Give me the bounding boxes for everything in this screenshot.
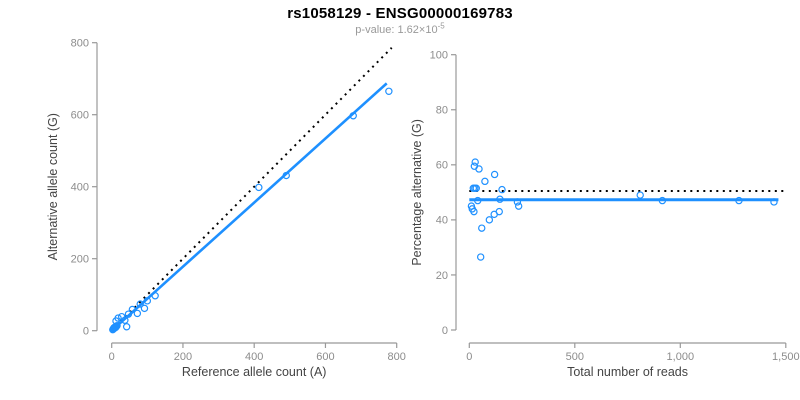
data-point bbox=[770, 198, 778, 206]
data-point bbox=[490, 170, 499, 179]
data-point bbox=[151, 292, 159, 300]
x-tick-label: 0 bbox=[466, 351, 472, 363]
data-point bbox=[255, 183, 263, 192]
x-tick-label: 800 bbox=[388, 351, 406, 363]
data-point bbox=[470, 207, 478, 216]
x-axis-title: Total number of reads bbox=[567, 365, 688, 379]
data-point bbox=[513, 198, 522, 206]
data-point bbox=[349, 112, 357, 120]
data-point bbox=[514, 202, 523, 210]
data-point bbox=[122, 323, 131, 331]
data-point bbox=[481, 177, 489, 186]
data-point bbox=[133, 309, 142, 318]
data-point bbox=[112, 322, 121, 331]
y-tick-label: 200 bbox=[71, 254, 89, 266]
data-point bbox=[282, 171, 290, 180]
y-tick-label: 600 bbox=[71, 110, 89, 122]
data-point bbox=[474, 196, 482, 205]
x-tick-label: 1,000 bbox=[667, 351, 695, 363]
x-tick-label: 0 bbox=[109, 351, 115, 363]
page-title: rs1058129 - ENSG00000169783 bbox=[287, 5, 513, 22]
data-point bbox=[114, 314, 122, 322]
reads-vs-percentage-panel: 0 20 40 60 80 100 0 500 1,000 1,500 Total number o… bbox=[410, 50, 800, 379]
data-point bbox=[735, 196, 743, 205]
data-point bbox=[143, 297, 152, 305]
y-tick-label: 400 bbox=[71, 182, 89, 194]
data-point bbox=[496, 195, 504, 203]
y-tick-label: 40 bbox=[436, 215, 448, 227]
data-point bbox=[128, 305, 137, 314]
fit-line bbox=[110, 82, 388, 332]
p-value-exponent: -5 bbox=[437, 21, 445, 31]
data-point bbox=[498, 185, 506, 194]
data-point bbox=[140, 304, 149, 313]
p-value-text: p-value: 1.62×10 bbox=[355, 24, 438, 36]
data-point bbox=[658, 196, 667, 205]
y-tick-label: 100 bbox=[430, 50, 448, 62]
data-point bbox=[136, 300, 144, 308]
data-point bbox=[495, 207, 503, 216]
y-tick-label: 60 bbox=[436, 160, 448, 172]
x-tick-label: 500 bbox=[566, 351, 584, 363]
data-point bbox=[124, 310, 133, 318]
y-axis-title: Percentage alternative (G) bbox=[410, 119, 424, 266]
data-point bbox=[471, 158, 479, 166]
y-tick-label: 0 bbox=[83, 326, 89, 338]
y-tick-label: 80 bbox=[436, 105, 448, 117]
y-tick-label: 800 bbox=[71, 38, 89, 50]
data-point bbox=[475, 165, 483, 173]
y-tick-label: 20 bbox=[436, 270, 448, 282]
x-tick-label: 1,500 bbox=[772, 351, 800, 363]
data-point bbox=[472, 184, 480, 192]
data-point bbox=[636, 191, 644, 199]
data-point bbox=[385, 87, 393, 96]
p-value-subtitle: p-value: 1.62×10-5 bbox=[0, 21, 800, 36]
x-axis-title: Reference allele count (A) bbox=[182, 365, 327, 379]
x-tick-label: 400 bbox=[245, 351, 263, 363]
x-tick-label: 200 bbox=[174, 351, 192, 363]
x-tick-label: 600 bbox=[316, 351, 334, 363]
ref-vs-alt-count-panel: 0 200 400 600 800 0 200 400 600 800 Reference alle… bbox=[46, 38, 406, 379]
data-point bbox=[121, 316, 129, 324]
data-point bbox=[476, 253, 485, 261]
y-axis-title: Alternative allele count (G) bbox=[46, 113, 60, 260]
data-point bbox=[113, 321, 121, 330]
y-tick-label: 0 bbox=[442, 325, 448, 337]
data-point bbox=[485, 216, 494, 224]
data-point bbox=[478, 224, 486, 232]
identity-line bbox=[110, 47, 393, 332]
